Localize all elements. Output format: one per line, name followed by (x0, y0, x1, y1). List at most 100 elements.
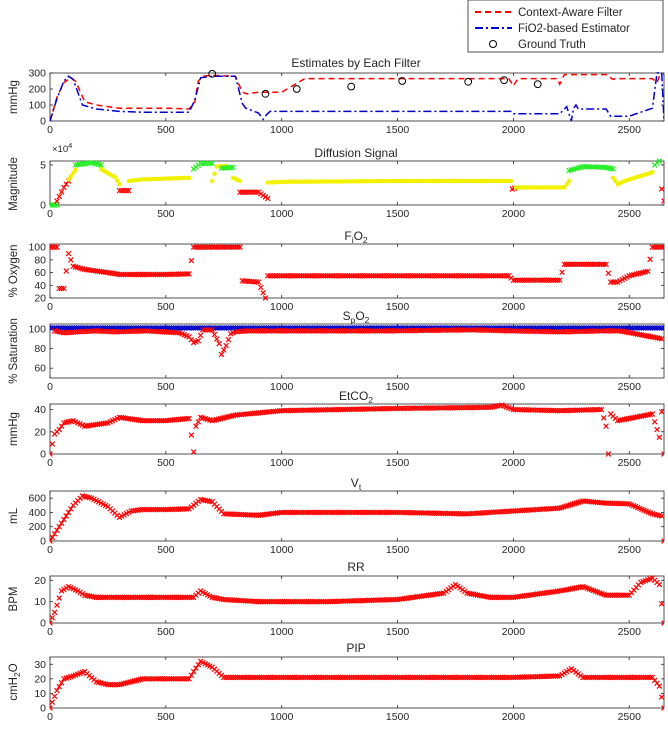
data-marker (594, 261, 601, 268)
data-marker (383, 272, 390, 279)
data-marker (278, 509, 285, 516)
data-marker (464, 511, 470, 517)
data-marker (541, 506, 548, 512)
data-marker (144, 271, 150, 278)
data-marker (482, 404, 489, 411)
data-marker (656, 244, 663, 251)
data-marker (313, 272, 320, 279)
x-tick-label: 2500 (618, 124, 642, 136)
y-tick-label: 20 (34, 673, 46, 685)
data-marker (298, 674, 304, 681)
data-marker (451, 674, 458, 681)
data-marker (394, 272, 401, 279)
data-marker (425, 405, 432, 411)
data-marker (434, 674, 440, 681)
data-marker (396, 509, 403, 516)
panel-etco2: EtCO2 mmHg (8, 389, 373, 446)
data-marker (523, 674, 530, 680)
data-marker (394, 674, 401, 681)
data-marker (262, 598, 268, 605)
y-tick-label: 20 (34, 426, 46, 438)
data-marker (337, 328, 344, 334)
x-tick-label: 2000 (502, 457, 526, 469)
data-marker (298, 509, 305, 516)
data-marker (146, 417, 152, 424)
data-marker (436, 272, 442, 279)
data-marker (427, 327, 433, 334)
data-marker (50, 325, 53, 331)
data-marker (141, 594, 147, 601)
data-marker (211, 331, 218, 338)
data-marker (105, 681, 111, 688)
diffusion-point (66, 177, 71, 182)
data-marker (310, 328, 317, 334)
data-marker (387, 328, 394, 334)
data-marker (442, 272, 449, 279)
data-marker (640, 325, 647, 331)
data-marker (611, 500, 618, 507)
data-marker (329, 509, 335, 516)
x-tick-label: 1000 (270, 124, 294, 136)
data-marker (175, 271, 182, 277)
data-marker (470, 510, 477, 517)
data-marker (526, 507, 532, 513)
data-marker (490, 272, 497, 279)
data-marker (152, 271, 159, 278)
data-marker (118, 328, 125, 335)
data-marker (462, 327, 468, 333)
data-marker (504, 594, 510, 601)
diffusion-marker (121, 187, 127, 194)
axes-box (49, 160, 665, 206)
data-marker (493, 594, 500, 601)
data-marker (506, 674, 512, 681)
data-marker (561, 328, 567, 335)
y-axis-label-rr: BPM (8, 587, 20, 612)
data-marker (622, 592, 628, 599)
data-marker (265, 674, 272, 681)
data-marker (209, 327, 216, 333)
data-marker (497, 272, 503, 279)
data-marker (236, 511, 242, 518)
data-marker (627, 674, 634, 681)
ground-truth-point (347, 82, 356, 91)
data-marker (420, 272, 427, 279)
data-marker (412, 509, 418, 516)
data-marker (353, 406, 359, 413)
axes-box (49, 323, 665, 379)
diffusion-marker (202, 160, 209, 167)
data-marker (344, 598, 351, 604)
data-marker (346, 674, 353, 681)
data-marker (534, 506, 541, 513)
data-marker (403, 272, 410, 279)
data-marker (485, 404, 491, 411)
data-marker (274, 272, 280, 279)
data-marker (578, 328, 585, 335)
data-marker (493, 674, 499, 681)
data-marker (607, 328, 614, 334)
data-marker (414, 272, 420, 279)
data-marker (537, 277, 543, 284)
data-marker (329, 598, 336, 605)
data-marker (278, 272, 285, 279)
diffusion-marker (51, 202, 58, 208)
data-marker (654, 244, 660, 251)
data-marker (368, 597, 375, 604)
data-marker (136, 594, 143, 601)
diffusion-point (564, 182, 569, 187)
data-marker (435, 327, 442, 334)
data-marker (495, 272, 501, 279)
data-marker (651, 244, 658, 251)
data-marker (488, 272, 495, 279)
data-marker (355, 674, 361, 681)
data-marker (249, 598, 255, 605)
data-marker (654, 325, 660, 331)
data-marker (514, 507, 521, 514)
data-marker (480, 404, 487, 411)
data-marker (307, 272, 313, 279)
diffusion-marker (200, 160, 206, 167)
data-marker (447, 272, 453, 279)
diffusion-marker (661, 198, 664, 204)
x-tick-label: 500 (157, 711, 175, 723)
data-marker (144, 676, 150, 682)
data-marker (476, 404, 483, 411)
